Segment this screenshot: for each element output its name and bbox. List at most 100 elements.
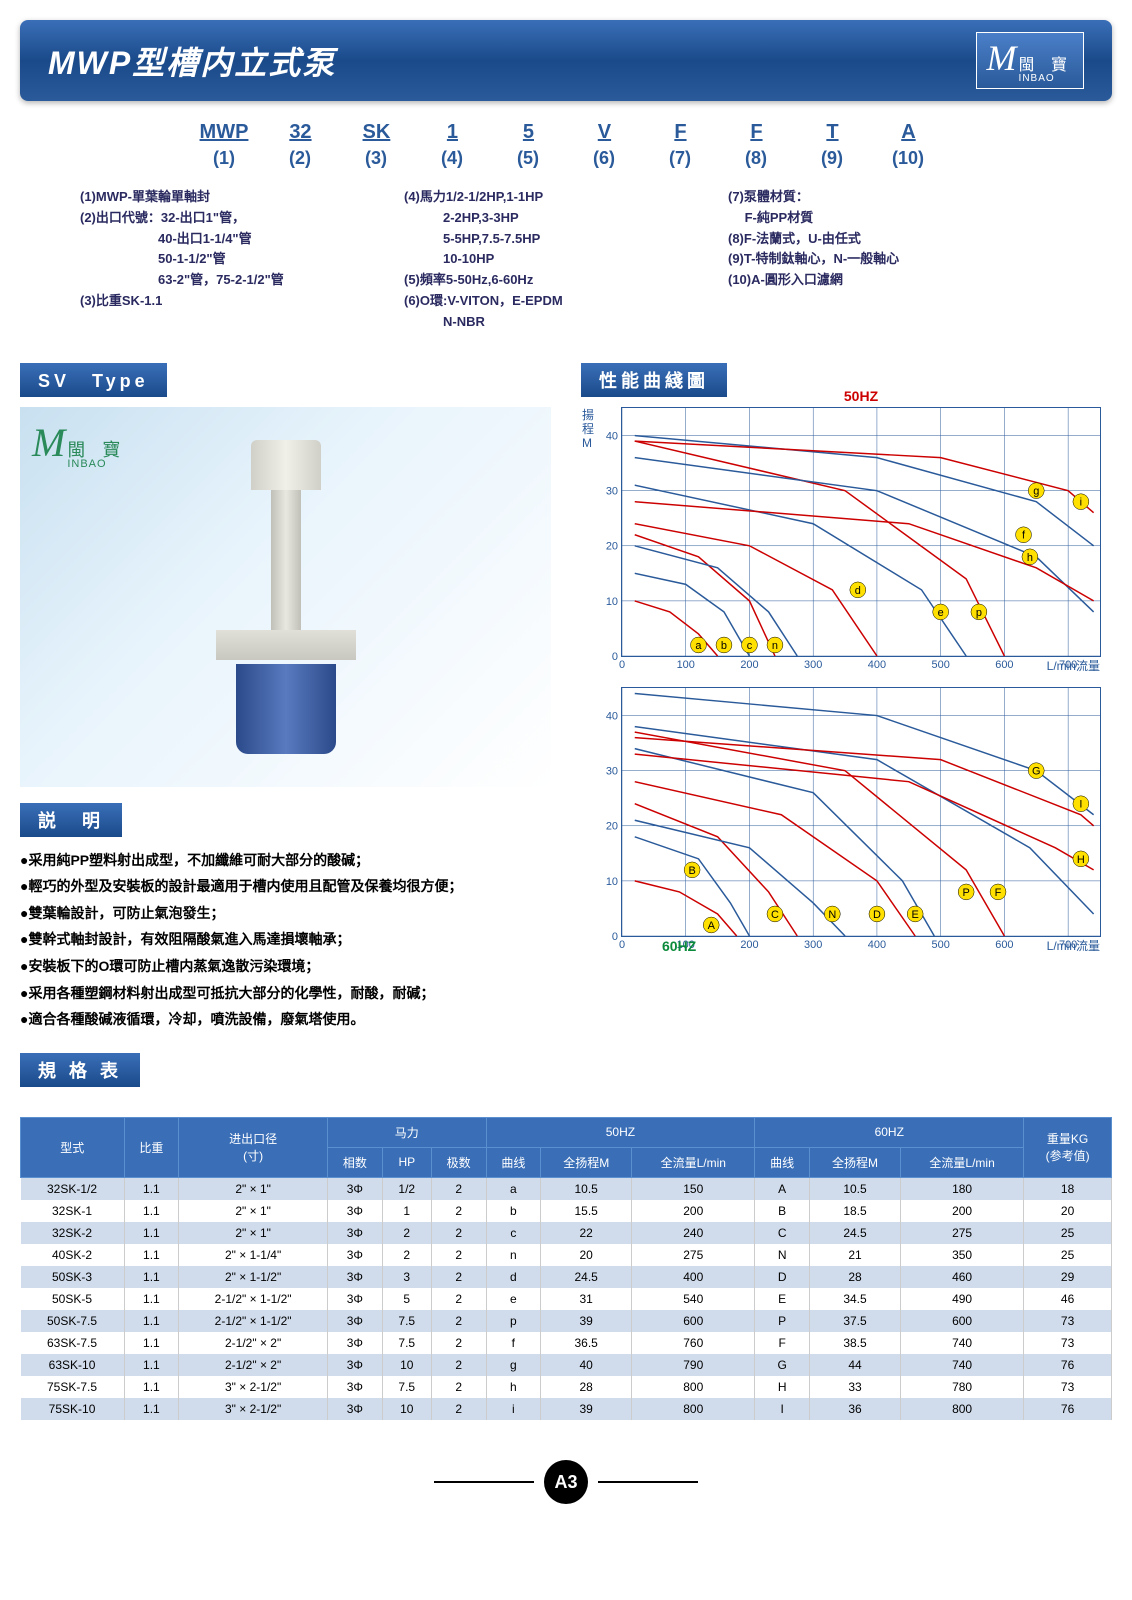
legend-line: 2-2HP,3-3HP xyxy=(404,208,728,229)
page-number: A3 xyxy=(20,1460,1112,1504)
desc-line: ●采用純PP塑料射出成型，不加纖維可耐大部分的酸碱； xyxy=(20,847,551,874)
legend-line: (10)A-圓形入口濾網 xyxy=(728,270,1052,291)
product-image: M 閩 寶INBAO xyxy=(20,407,551,787)
desc-line: ●輕巧的外型及安裝板的設計最適用于槽内使用且配管及保養均很方便； xyxy=(20,873,551,900)
desc-line: ●雙葉輪設計，可防止氣泡發生； xyxy=(20,900,551,927)
legend-line: (2)出口代號：32-出口1"管， xyxy=(80,208,404,229)
model-part: MWP xyxy=(200,121,249,144)
svg-text:500: 500 xyxy=(932,938,950,950)
watermark-logo: M 閩 寶INBAO xyxy=(32,419,126,470)
svg-text:30: 30 xyxy=(606,485,618,497)
legend-col-3: (7)泵體材質： F-純PP材質(8)F-法蘭式，U-由任式(9)T-特制鈦軸心… xyxy=(728,187,1052,333)
svg-text:10: 10 xyxy=(606,875,618,887)
legend-line: F-純PP材質 xyxy=(728,208,1052,229)
svg-text:100: 100 xyxy=(677,658,695,670)
svg-text:40: 40 xyxy=(606,430,618,442)
table-row: 40SK-21.12" × 1-1/4"3Φ22n20275N2135025 xyxy=(21,1244,1112,1266)
legend-line: (1)MWP-單葉輪單軸封 xyxy=(80,187,404,208)
svg-text:H: H xyxy=(1077,853,1085,865)
model-part: V xyxy=(580,121,628,144)
svg-text:300: 300 xyxy=(804,658,822,670)
chart-50hz-title: 50HZ xyxy=(844,388,878,404)
svg-text:d: d xyxy=(855,584,861,596)
spec-table-label: 規 格 表 xyxy=(20,1053,140,1087)
svg-text:F: F xyxy=(995,886,1002,898)
svg-text:600: 600 xyxy=(995,938,1013,950)
svg-text:20: 20 xyxy=(606,820,618,832)
svg-text:p: p xyxy=(976,606,982,618)
model-num: (7) xyxy=(656,148,704,169)
legend-line: 5-5HP,7.5-7.5HP xyxy=(404,229,728,250)
model-part: A xyxy=(884,121,932,144)
model-part: F xyxy=(732,121,780,144)
logo-en: INBAO xyxy=(1019,74,1073,84)
svg-text:c: c xyxy=(747,640,753,652)
table-row: 50SK-7.51.12-1/2" × 1-1/2"3Φ7.52p39600P3… xyxy=(21,1310,1112,1332)
table-row: 75SK-7.51.13" × 2-1/2"3Φ7.52h28800H33780… xyxy=(21,1376,1112,1398)
svg-text:0: 0 xyxy=(612,931,618,943)
svg-text:C: C xyxy=(771,909,779,921)
table-row: 32SK-11.12" × 1"3Φ12b15.5200B18.520020 xyxy=(21,1200,1112,1222)
legend-line: (9)T-特制鈦軸心，N-一般軸心 xyxy=(728,249,1052,270)
model-part: 32 xyxy=(276,121,324,144)
performance-label: 性能曲綫圖 xyxy=(581,363,727,397)
svg-text:N: N xyxy=(828,909,836,921)
header-bar: MWP型槽内立式泵 M 閩 寶 INBAO xyxy=(20,20,1112,101)
model-num: (3) xyxy=(352,148,400,169)
table-row: 63SK-7.51.12-1/2" × 2"3Φ7.52f36.5760F38.… xyxy=(21,1332,1112,1354)
model-part: 1 xyxy=(428,121,476,144)
svg-text:E: E xyxy=(912,909,919,921)
legend-line: N-NBR xyxy=(404,312,728,333)
legend-line: (6)O環:V-VITON，E-EPDM xyxy=(404,291,728,312)
table-row: 50SK-31.12" × 1-1/2"3Φ32d24.5400D2846029 xyxy=(21,1266,1112,1288)
svg-text:300: 300 xyxy=(804,938,822,950)
svg-text:g: g xyxy=(1033,485,1039,497)
model-part: F xyxy=(656,121,704,144)
table-row: 63SK-101.12-1/2" × 2"3Φ102g40790G4474076 xyxy=(21,1354,1112,1376)
logo-cn: 閩 寶 xyxy=(1019,58,1073,74)
svg-text:P: P xyxy=(963,886,970,898)
model-index-row: (1)(2)(3)(4)(5)(6)(7)(8)(9)(10) xyxy=(20,148,1112,169)
svg-text:30: 30 xyxy=(606,765,618,777)
model-num: (8) xyxy=(732,148,780,169)
legend-col-2: (4)馬力1/2-1/2HP,1-1HP 2-2HP,3-3HP 5-5HP,7… xyxy=(404,187,728,333)
svg-text:20: 20 xyxy=(606,540,618,552)
table-row: 32SK-1/21.12" × 1"3Φ1/22a10.5150A10.5180… xyxy=(21,1177,1112,1200)
svg-text:400: 400 xyxy=(868,658,886,670)
svg-text:400: 400 xyxy=(868,938,886,950)
model-num: (5) xyxy=(504,148,552,169)
chart-50hz-ylabel: 揚程M xyxy=(582,408,594,451)
model-part: T xyxy=(808,121,856,144)
legend-line: 10-10HP xyxy=(404,249,728,270)
svg-text:h: h xyxy=(1027,551,1033,563)
table-row: 32SK-21.12" × 1"3Φ22c22240C24.527525 xyxy=(21,1222,1112,1244)
model-num: (4) xyxy=(428,148,476,169)
svg-text:A: A xyxy=(708,920,716,932)
chart-50hz: 50HZ 揚程M L/min流量 01002003004005006007000… xyxy=(621,407,1101,657)
model-num: (9) xyxy=(808,148,856,169)
legend-line: 50-1-1/2"管 xyxy=(80,249,404,270)
legend-line: (7)泵體材質： xyxy=(728,187,1052,208)
description-label: 説 明 xyxy=(20,803,122,837)
svg-text:40: 40 xyxy=(606,710,618,722)
spec-table: 型式比重进出口径(寸)马力50HZ60HZ重量KG(参考值)相数HP极数曲线全扬… xyxy=(20,1117,1112,1420)
svg-text:200: 200 xyxy=(740,658,758,670)
model-part: 5 xyxy=(504,121,552,144)
svg-text:200: 200 xyxy=(740,938,758,950)
pump-illustration xyxy=(216,440,356,754)
svg-text:I: I xyxy=(1079,798,1082,810)
desc-line: ●適合各種酸碱液循環，冷却，噴洗設備，廢氣塔使用。 xyxy=(20,1006,551,1033)
svg-text:n: n xyxy=(772,640,778,652)
svg-text:a: a xyxy=(695,640,702,652)
model-part: SK xyxy=(352,121,400,144)
model-num: (10) xyxy=(884,148,932,169)
model-num: (1) xyxy=(200,148,248,169)
legend-line: (3)比重SK-1.1 xyxy=(80,291,404,312)
legend-line: 40-出口1-1/4"管 xyxy=(80,229,404,250)
svg-text:i: i xyxy=(1080,496,1082,508)
legend-col-1: (1)MWP-單葉輪單軸封(2)出口代號：32-出口1"管， 40-出口1-1/… xyxy=(80,187,404,333)
desc-line: ●安裝板下的O環可防止槽内蒸氣逸散污染環境； xyxy=(20,953,551,980)
table-row: 50SK-51.12-1/2" × 1-1/2"3Φ52e31540E34.54… xyxy=(21,1288,1112,1310)
logo-m-icon: M xyxy=(987,37,1017,79)
model-code-row: MWP 32 SK 1 5 V F F T A xyxy=(20,121,1112,144)
